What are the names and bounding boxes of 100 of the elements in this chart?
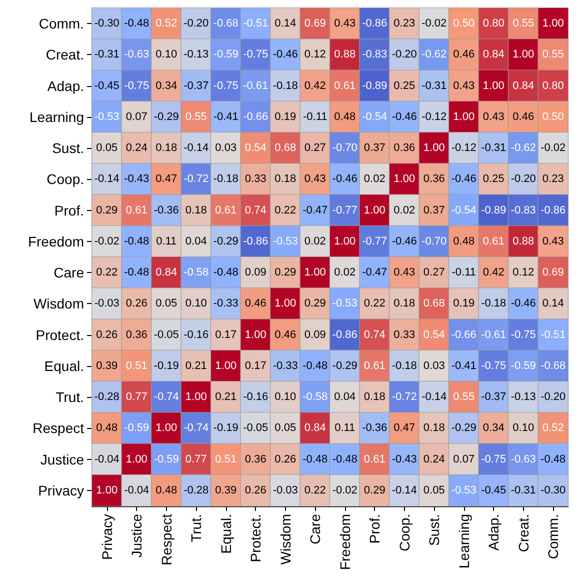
data-label: 0.24 [423, 453, 445, 466]
data-label: -0.59 [510, 360, 536, 372]
data-label: 0.18 [394, 298, 416, 310]
data-label: 0.69 [542, 266, 564, 279]
data-label: -0.43 [124, 173, 150, 186]
data-label: -0.75 [124, 80, 150, 92]
data-label: 0.37 [364, 142, 386, 154]
data-label: -0.46 [272, 48, 298, 61]
y-tick-label: Comm. [38, 16, 84, 32]
data-label: 0.12 [512, 266, 534, 279]
data-label: -0.66 [451, 328, 476, 341]
data-label: 0.04 [334, 391, 356, 404]
data-label: 0.51 [126, 360, 148, 372]
data-label: 0.36 [394, 142, 416, 154]
data-label: -0.14 [184, 142, 209, 154]
data-label: -0.31 [422, 80, 447, 92]
data-label: 0.36 [423, 173, 445, 186]
data-label: 0.50 [542, 110, 564, 123]
data-label: -0.70 [422, 235, 447, 248]
data-label: 0.02 [394, 204, 416, 216]
data-label: 0.48 [453, 235, 475, 248]
data-label: -0.18 [392, 360, 417, 372]
data-label: 1.00 [96, 484, 118, 496]
data-label: -0.61 [481, 328, 506, 341]
data-label: 0.10 [274, 391, 296, 404]
y-tick-label: Protect. [36, 326, 84, 343]
data-label: 0.61 [482, 235, 504, 248]
data-label: 0.27 [304, 142, 326, 154]
data-label: -0.37 [481, 391, 506, 404]
data-label: -0.45 [481, 484, 506, 496]
data-label: 0.14 [542, 298, 564, 310]
data-label: -0.37 [184, 80, 209, 92]
data-label: -0.46 [392, 110, 417, 123]
x-tick-label: Trut. [188, 514, 204, 542]
y-tick-label: Sust. [52, 140, 84, 156]
data-label: 0.68 [274, 142, 296, 154]
data-label: -0.02 [540, 142, 566, 154]
data-label: -0.18 [481, 298, 506, 310]
data-label: 0.05 [96, 142, 118, 154]
data-label: -0.77 [362, 235, 388, 248]
data-label: -0.48 [302, 360, 328, 372]
data-label: -0.14 [392, 484, 417, 496]
data-label: -0.70 [332, 142, 358, 154]
data-label: -0.45 [94, 80, 120, 92]
data-label: -0.41 [451, 360, 476, 372]
data-label: -0.48 [540, 453, 566, 466]
data-label: 1.00 [215, 360, 237, 372]
data-label: 0.26 [274, 453, 296, 466]
data-label: 0.36 [244, 453, 266, 466]
data-label: -0.48 [124, 18, 150, 30]
y-tick-label: Trut. [56, 389, 84, 406]
data-label: 0.09 [244, 266, 266, 279]
data-label: 0.18 [423, 422, 445, 434]
y-tick-label: Equal. [44, 358, 84, 374]
data-label: 0.03 [215, 142, 237, 154]
data-label: 0.10 [185, 298, 207, 310]
data-label: -0.36 [362, 422, 388, 434]
data-label: -0.03 [272, 484, 298, 496]
data-label: -0.41 [213, 110, 238, 123]
y-tick-label: Justice [40, 451, 84, 468]
data-label: 0.43 [542, 235, 564, 248]
data-label: -0.46 [392, 235, 417, 248]
data-label: 0.50 [453, 18, 475, 30]
data-label: -0.75 [481, 453, 506, 466]
data-label: 0.74 [364, 328, 386, 341]
data-label: 0.11 [156, 235, 177, 248]
data-label: -0.14 [422, 391, 447, 404]
data-label: 0.84 [512, 80, 534, 92]
data-label: -0.75 [243, 48, 268, 61]
data-label: 0.04 [185, 235, 207, 248]
data-label: -0.20 [510, 173, 536, 186]
data-label: 0.80 [482, 18, 504, 30]
data-label: -0.75 [481, 360, 506, 372]
data-label: -0.20 [540, 391, 566, 404]
x-tick-label: Freedom [336, 514, 353, 570]
data-label: 0.02 [304, 235, 326, 248]
data-label: 0.69 [304, 18, 326, 30]
data-label: 1.00 [274, 298, 296, 310]
data-label: 0.34 [156, 80, 178, 92]
data-label: -0.68 [540, 360, 566, 372]
data-label: 1.00 [185, 391, 207, 404]
data-label: -0.59 [124, 422, 150, 434]
data-label: -0.74 [184, 422, 209, 434]
data-label: 0.05 [156, 298, 178, 310]
data-label: -0.16 [184, 328, 209, 341]
data-label: 0.07 [453, 453, 475, 466]
x-tick-label: Prof. [366, 514, 383, 544]
data-label: -0.05 [243, 422, 268, 434]
data-label: 0.48 [156, 484, 178, 496]
data-label: -0.51 [243, 18, 268, 30]
data-label: -0.54 [451, 204, 476, 216]
data-label: -0.29 [154, 110, 179, 123]
data-label: -0.11 [452, 266, 476, 279]
data-label: -0.18 [272, 80, 298, 92]
x-tick-label: Privacy [98, 514, 115, 560]
x-tick-label: Care [307, 514, 324, 544]
data-label: 0.55 [453, 391, 475, 404]
data-label: 1.00 [156, 422, 178, 434]
data-label: -0.53 [332, 298, 358, 310]
data-label: 0.17 [244, 360, 266, 372]
